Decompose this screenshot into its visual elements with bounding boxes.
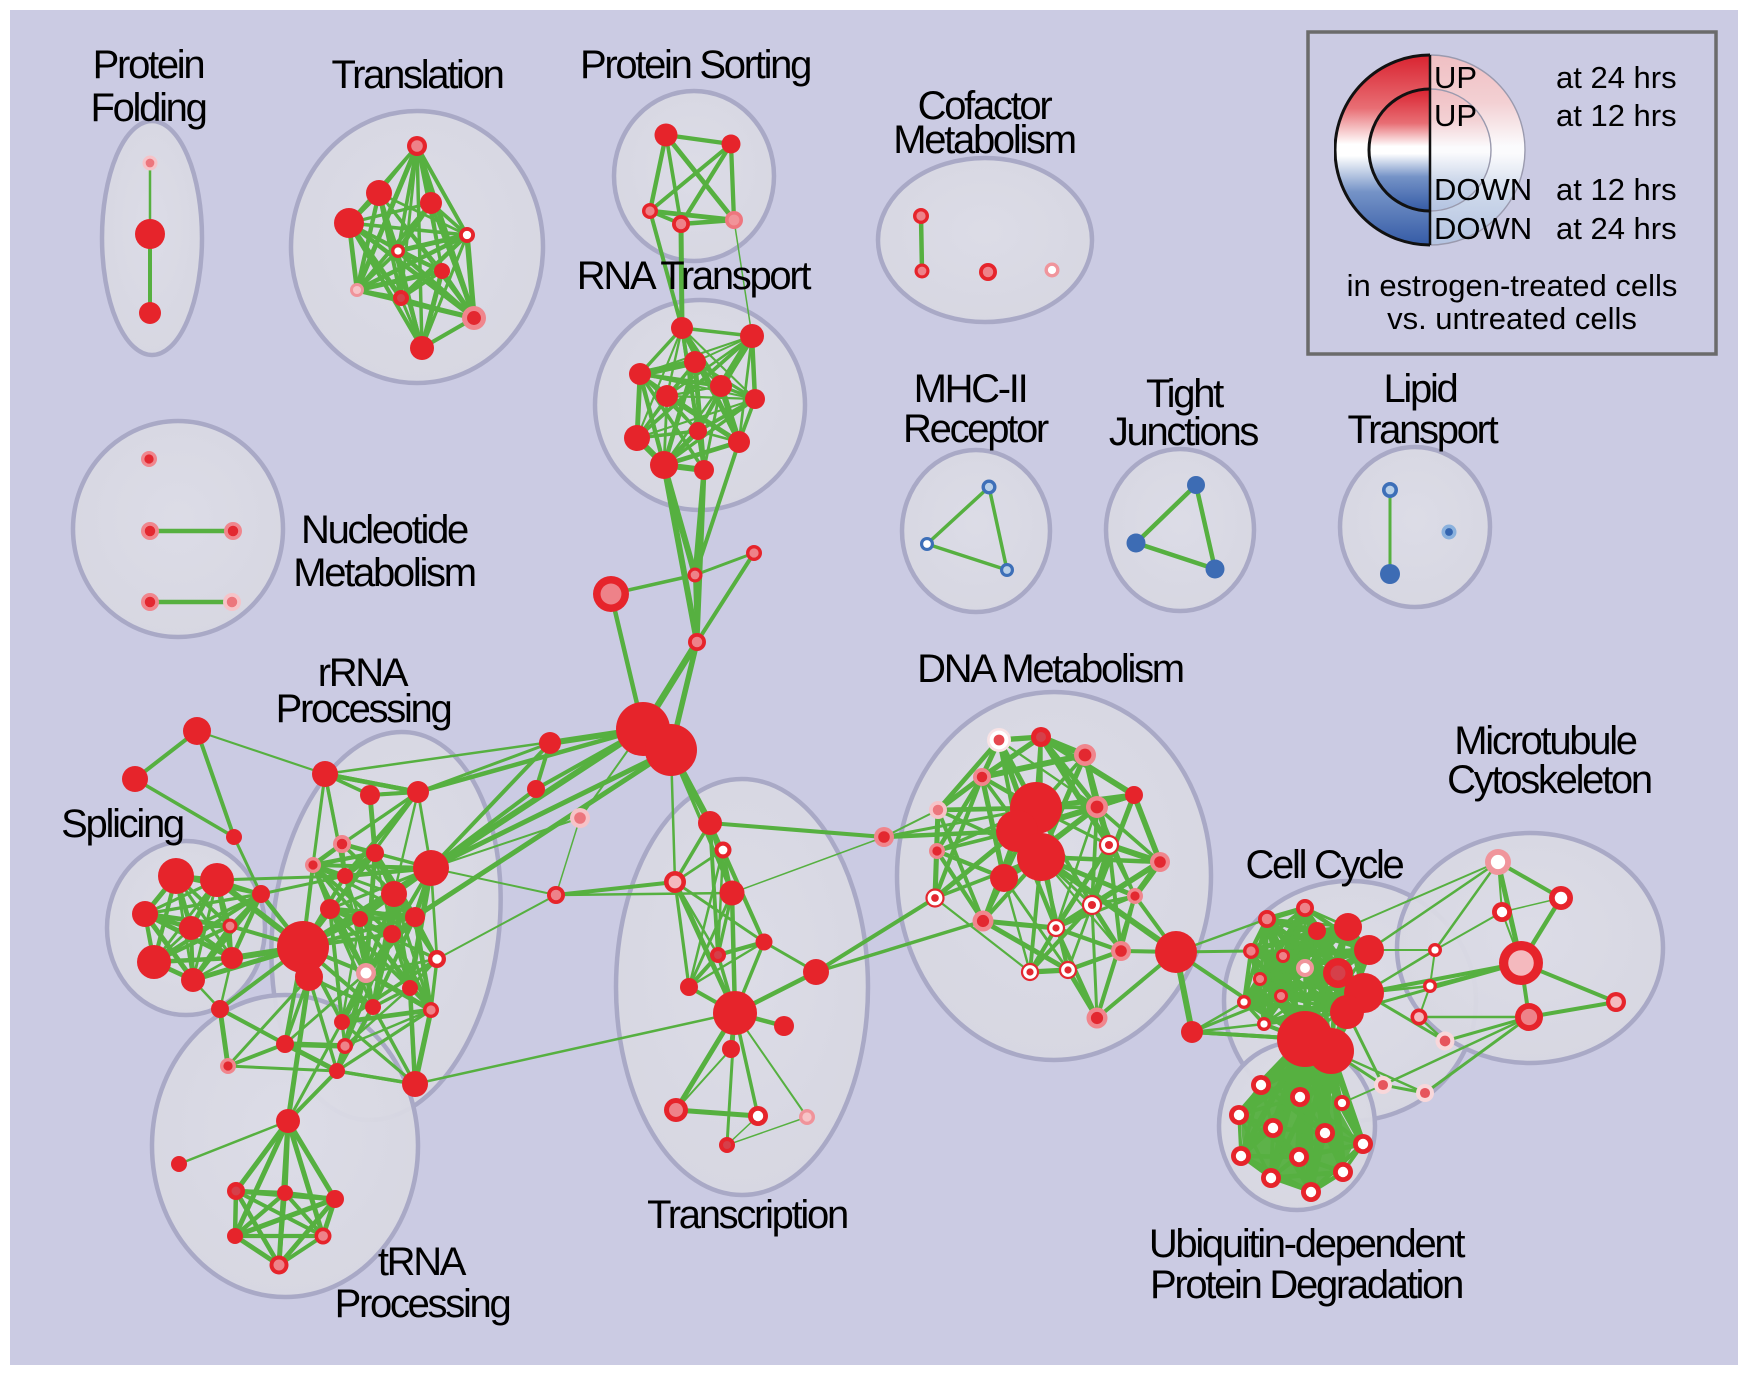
svg-text:Cell Cycle: Cell Cycle [1245, 843, 1403, 887]
svg-text:DOWN: DOWN [1434, 172, 1532, 207]
svg-text:RNA Transport: RNA Transport [577, 254, 812, 298]
svg-text:Processing: Processing [276, 687, 451, 731]
svg-text:Microtubule: Microtubule [1454, 719, 1637, 763]
svg-text:Translation: Translation [331, 53, 502, 97]
svg-text:Cytoskeleton: Cytoskeleton [1447, 758, 1651, 802]
svg-text:at 12 hrs: at 12 hrs [1556, 98, 1677, 133]
svg-text:Transport: Transport [1348, 408, 1499, 452]
svg-text:Metabolism: Metabolism [293, 551, 475, 595]
svg-text:in estrogen-treated cells: in estrogen-treated cells [1347, 268, 1678, 303]
svg-text:Transcription: Transcription [647, 1193, 847, 1237]
svg-text:Processing: Processing [335, 1282, 510, 1326]
svg-text:UP: UP [1434, 60, 1477, 95]
svg-text:Folding: Folding [90, 86, 205, 130]
svg-text:Nucleotide: Nucleotide [301, 508, 468, 552]
svg-text:Protein Degradation: Protein Degradation [1150, 1263, 1462, 1307]
svg-text:Receptor: Receptor [903, 407, 1049, 451]
svg-text:rRNA: rRNA [318, 651, 409, 695]
svg-text:Junctions: Junctions [1109, 410, 1259, 454]
svg-text:Protein: Protein [93, 43, 204, 87]
svg-text:Protein Sorting: Protein Sorting [580, 43, 810, 87]
svg-text:Lipid: Lipid [1383, 367, 1456, 411]
svg-text:at 24 hrs: at 24 hrs [1556, 60, 1677, 95]
svg-text:UP: UP [1434, 98, 1477, 133]
svg-text:Metabolism: Metabolism [893, 118, 1075, 162]
svg-text:Ubiquitin-dependent: Ubiquitin-dependent [1149, 1222, 1466, 1266]
svg-text:Tight: Tight [1146, 372, 1224, 416]
svg-text:DOWN: DOWN [1434, 211, 1532, 246]
svg-text:Splicing: Splicing [61, 802, 183, 846]
svg-text:DNA Metabolism: DNA Metabolism [917, 647, 1183, 691]
svg-text:MHC-II: MHC-II [914, 367, 1027, 411]
svg-text:at 24 hrs: at 24 hrs [1556, 211, 1677, 246]
svg-text:Cofactor: Cofactor [918, 84, 1053, 128]
svg-text:vs. untreated cells: vs. untreated cells [1387, 301, 1637, 336]
svg-text:at 12 hrs: at 12 hrs [1556, 172, 1677, 207]
svg-text:tRNA: tRNA [378, 1240, 467, 1284]
